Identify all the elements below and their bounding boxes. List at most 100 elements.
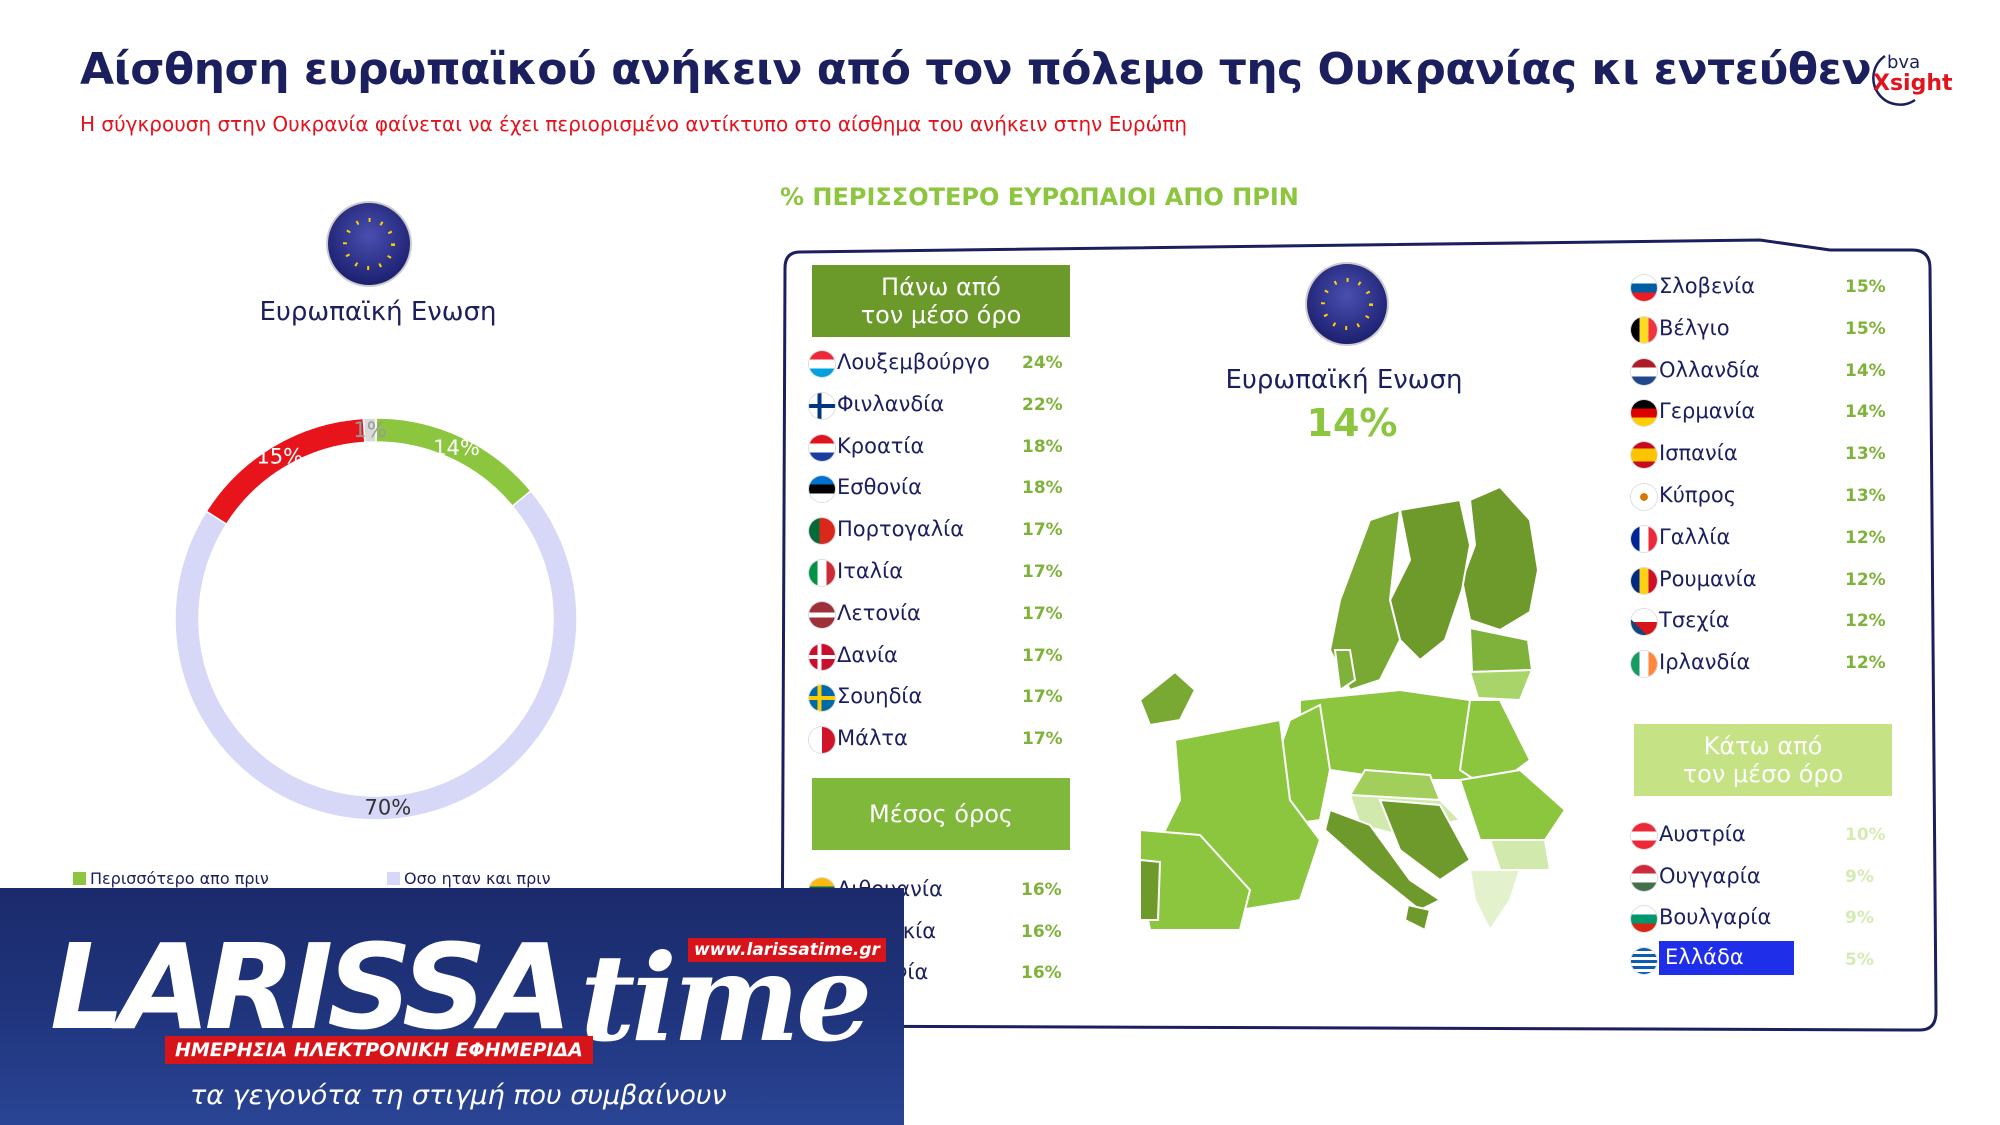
country-name: Ισπανία xyxy=(1659,441,1738,466)
country-name: Γερμανία xyxy=(1659,399,1756,424)
country-name: Λουξεμβούργο xyxy=(837,350,990,374)
country-value: 17% xyxy=(1022,603,1063,624)
country-value: 12% xyxy=(1845,569,1886,590)
country-name: Γαλλία xyxy=(1659,524,1731,549)
country-value: 24% xyxy=(1022,353,1063,373)
box-title-line: τον μέσο όρο xyxy=(860,301,1022,329)
country-name: Ιρλανδία xyxy=(1659,650,1751,675)
panel-heading: % ΠΕΡΙΣΣΟΤΕΡΟ ΕΥΡΩΠΑΙΟΙ ΑΠΟ ΠΡΙΝ xyxy=(780,183,1299,211)
legend-swatch xyxy=(387,872,400,885)
donut-segment xyxy=(205,417,366,526)
logo-arc xyxy=(1872,54,1916,106)
flag xyxy=(1631,906,1657,933)
donut-segment xyxy=(362,417,377,444)
banner-url: www.larissatime.gr xyxy=(688,938,886,962)
country-value: 17% xyxy=(1022,729,1063,750)
flag xyxy=(809,476,835,503)
country-value: 17% xyxy=(1022,687,1063,708)
donut-value-label: 70% xyxy=(365,796,412,820)
flag xyxy=(1631,567,1657,594)
flag xyxy=(809,643,835,670)
country-name: Ιταλία xyxy=(837,559,904,583)
country-value: 12% xyxy=(1845,527,1886,548)
flag xyxy=(809,392,835,419)
subtitle: Η σύγκρουση στην Ουκρανία φαίνεται να έχ… xyxy=(80,112,1188,136)
box-title-line: Κάτω από xyxy=(1703,732,1823,760)
panel-frame xyxy=(780,238,1938,1032)
country-name: Μάλτα xyxy=(837,726,908,751)
country-value: 17% xyxy=(1022,520,1063,541)
box-title-line: Πάνω από xyxy=(881,273,1001,301)
eu-flag xyxy=(1305,262,1389,346)
banner-tagline: ΗΜΕΡΗΣΙΑ ΗΛΕΚΤΡΟΝΙΚΗ ΕΦΗΜΕΡΙΔΑ xyxy=(165,1036,593,1064)
country-name: Αυστρία xyxy=(1659,822,1746,846)
country-value: 12% xyxy=(1845,611,1886,632)
logo-line2: Xsight xyxy=(1873,71,1953,96)
legend-label: Περισσότερο απο πριν xyxy=(90,869,269,888)
box-title-line: Μέσος όρος xyxy=(869,800,1013,828)
country-name: Ελλάδα xyxy=(1659,941,1794,976)
flag xyxy=(809,560,835,586)
banner-slogan: τα γεγονότα τη στιγμή που συμβαίνουν xyxy=(190,1080,727,1111)
donut-segment xyxy=(375,417,532,508)
average-box: Μέσος όρος xyxy=(812,778,1070,850)
flag xyxy=(809,727,835,754)
country-value: 10% xyxy=(1845,825,1886,845)
country-value: 13% xyxy=(1845,486,1886,506)
country-value: 15% xyxy=(1845,318,1886,339)
banner-brand: LARISSA xyxy=(50,918,572,1056)
flag xyxy=(1631,651,1657,678)
country-value: 14% xyxy=(1845,360,1886,381)
country-name: Πορτογαλία xyxy=(837,517,965,542)
logo-line1: bva xyxy=(1887,52,1920,73)
eu-value: 14% xyxy=(1307,401,1398,445)
country-value: 9% xyxy=(1845,866,1874,887)
logo: bva Xsight xyxy=(1872,52,1953,106)
country-value: 13% xyxy=(1845,444,1886,465)
flag xyxy=(1631,525,1657,552)
flag xyxy=(1631,823,1657,849)
country-name: Δανία xyxy=(837,642,898,667)
country-name: Κύπρος xyxy=(1659,483,1737,507)
above-average-box: Πάνω από τον μέσο όρο xyxy=(812,265,1070,337)
below-average-box: Κάτω από τον μέσο όρο xyxy=(1634,724,1892,796)
flag xyxy=(809,518,835,545)
country-value: 12% xyxy=(1845,653,1886,674)
donut-title: Ευρωπαϊκή Ενωση xyxy=(259,297,496,327)
donut-value-label: 14% xyxy=(433,436,480,460)
country-name: Λετονία xyxy=(837,600,921,625)
flag xyxy=(1631,275,1657,301)
country-name: Κροατία xyxy=(837,433,925,458)
country-value: 18% xyxy=(1022,478,1063,499)
country-name: Σλοβενία xyxy=(1659,274,1755,298)
map xyxy=(1138,485,1567,932)
box-title-line: τον μέσο όρο xyxy=(1682,760,1844,788)
flag xyxy=(809,601,835,628)
legend-label: Οσο ηταν και πριν xyxy=(404,869,551,888)
donut-value-label: 1% xyxy=(353,418,386,442)
country-value: 16% xyxy=(1021,963,1062,984)
flag xyxy=(1631,316,1657,343)
donut-value-label: 15% xyxy=(256,444,303,468)
country-name: Βέλγιο xyxy=(1659,315,1730,340)
country-value: 14% xyxy=(1845,402,1886,423)
flag xyxy=(1631,609,1657,636)
flag xyxy=(809,351,835,377)
country-name: Ολλανδία xyxy=(1659,357,1760,382)
flag xyxy=(1631,864,1657,891)
country-name: Ουγγαρία xyxy=(1659,863,1761,888)
country-name: Ρουμανία xyxy=(1659,566,1757,591)
country-name: Φινλανδία xyxy=(837,391,945,416)
flag xyxy=(1631,442,1657,469)
flag xyxy=(809,685,835,712)
flag xyxy=(1631,400,1657,427)
country-name: Βουλγαρία xyxy=(1659,905,1772,930)
country-value: 5% xyxy=(1845,950,1874,971)
flag xyxy=(809,434,835,461)
country-value: 22% xyxy=(1022,394,1063,415)
country-value: 16% xyxy=(1021,880,1062,900)
flag xyxy=(1631,948,1657,975)
flag xyxy=(1631,484,1657,510)
